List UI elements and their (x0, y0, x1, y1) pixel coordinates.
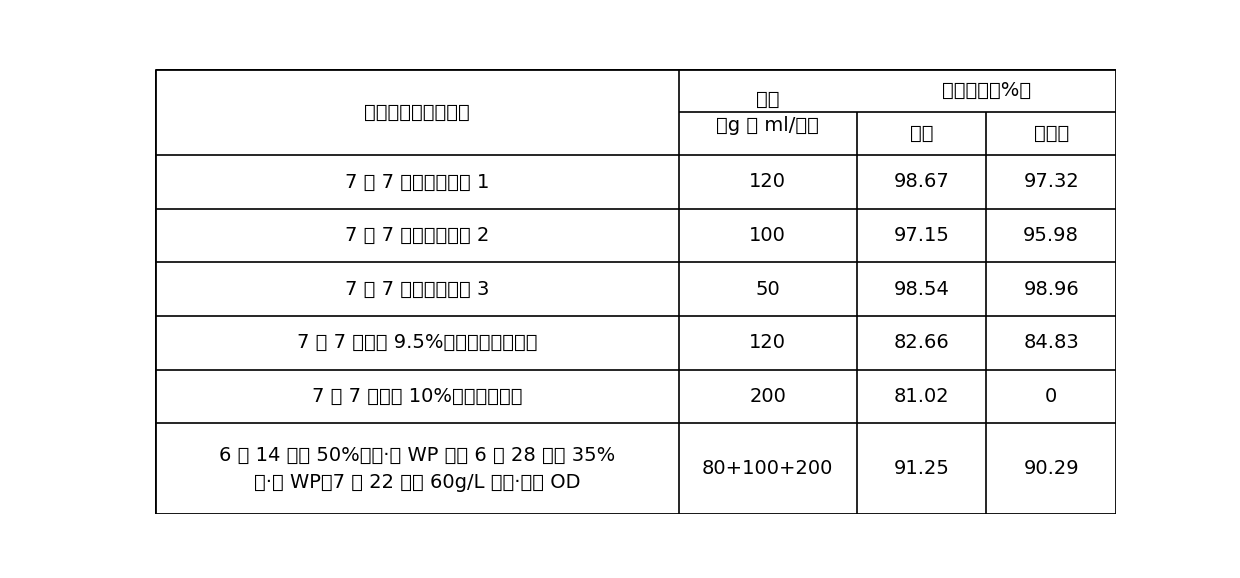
Text: 98.67: 98.67 (894, 172, 950, 191)
Text: 处理药剂及施用时间: 处理药剂及施用时间 (365, 103, 470, 122)
Text: 80+100+200: 80+100+200 (702, 460, 833, 479)
Text: 98.54: 98.54 (894, 280, 950, 299)
Text: 100: 100 (749, 226, 786, 245)
Text: 用量
（g 或 ml/亩）: 用量 （g 或 ml/亩） (717, 90, 820, 135)
Text: 120: 120 (749, 334, 786, 353)
Text: 6 月 14 日撒 50%苯噎·苄 WP 结合 6 月 28 日撒 35%
丙·苄 WP、7 月 22 日嘱 60g/L 五氟·氰氟 OD: 6 月 14 日撒 50%苯噎·苄 WP 结合 6 月 28 日撒 35% 丙·… (218, 446, 615, 492)
Text: 7 月 7 日嘱施 10%氰氟草酯乳油: 7 月 7 日嘱施 10%氰氟草酯乳油 (311, 387, 522, 406)
Text: 91.25: 91.25 (894, 460, 950, 479)
Text: 81.02: 81.02 (894, 387, 949, 406)
Text: 50: 50 (755, 280, 780, 299)
Text: 鲜重防效（%）: 鲜重防效（%） (941, 81, 1030, 101)
Text: 98.96: 98.96 (1023, 280, 1079, 299)
Text: 7 月 7 日嘱施实施例 3: 7 月 7 日嘱施实施例 3 (345, 280, 489, 299)
Text: 120: 120 (749, 172, 786, 191)
Text: 稗草: 稗草 (910, 124, 934, 143)
Text: 95.98: 95.98 (1023, 226, 1079, 245)
Text: 7 月 7 日嘱施实施例 2: 7 月 7 日嘱施实施例 2 (345, 226, 489, 245)
Text: 82.66: 82.66 (894, 334, 950, 353)
Text: 97.15: 97.15 (894, 226, 950, 245)
Text: 97.32: 97.32 (1023, 172, 1079, 191)
Text: 7 月 7 日嘱施 9.5%丙嘴嘀磺隆悬浮剂: 7 月 7 日嘱施 9.5%丙嘴嘀磺隆悬浮剂 (296, 334, 537, 353)
Text: 84.83: 84.83 (1023, 334, 1079, 353)
Text: 0: 0 (1045, 387, 1058, 406)
Text: 鸭舌草: 鸭舌草 (1033, 124, 1069, 143)
Text: 90.29: 90.29 (1023, 460, 1079, 479)
Text: 200: 200 (749, 387, 786, 406)
Text: 7 月 7 日嘱施实施例 1: 7 月 7 日嘱施实施例 1 (345, 172, 489, 191)
